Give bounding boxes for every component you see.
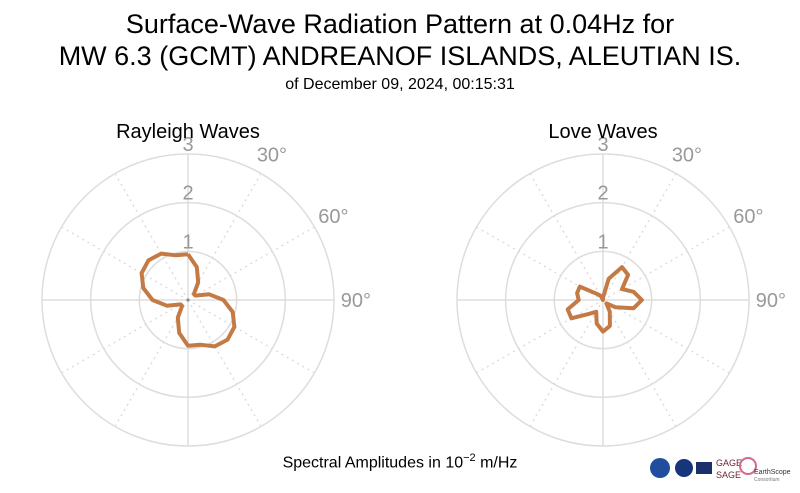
angular-tick-label: 60°: [733, 206, 763, 228]
angular-tick-label: 60°: [318, 206, 348, 228]
angular-tick-label: 30°: [672, 145, 702, 167]
radial-gridline: [41, 153, 335, 447]
angular-gridline: [187, 226, 315, 301]
nasa-logo-icon: [675, 459, 693, 477]
angular-tick-label: 90°: [341, 290, 371, 312]
units-prefix: Spectral Amplitudes in 10: [282, 454, 464, 472]
radial-tick-label: 2: [182, 183, 193, 205]
sponsor-logos: GAGE SAGE EarthScope Consortium: [650, 457, 791, 483]
radial-tick-label: 1: [597, 231, 608, 253]
earthscope-logo-text: EarthScope: [754, 469, 791, 476]
angular-gridline: [529, 299, 604, 427]
radial-gridline: [553, 250, 653, 350]
radial-gridline: [456, 153, 750, 447]
angular-tick-label: 30°: [257, 145, 287, 167]
angular-gridline: [61, 299, 189, 374]
sage-logo-text: SAGE: [716, 470, 741, 480]
gage-logo-text: GAGE: [716, 458, 742, 468]
usgs-logo-icon: [696, 462, 712, 474]
radial-tick-label: 3: [597, 134, 608, 156]
chart-subtitle: of December 09, 2024, 00:15:31: [285, 76, 515, 93]
subplot-title: Love Waves: [548, 121, 657, 143]
consortium-logo-text: Consortium: [754, 477, 780, 483]
nsf-logo-icon: [650, 458, 670, 478]
angular-gridline: [602, 299, 730, 374]
angular-tick-label: 90°: [756, 290, 786, 312]
radial-tick-label: 3: [182, 134, 193, 156]
chart-title-line1: Surface-Wave Radiation Pattern at 0.04Hz…: [125, 9, 675, 39]
angular-gridline: [61, 226, 189, 301]
angular-gridline: [114, 299, 189, 427]
angular-gridline: [602, 299, 677, 427]
angular-gridline: [187, 299, 315, 374]
amplitude-units-label: Spectral Amplitudes in 10−2 m/Hz: [0, 452, 800, 472]
radial-tick-label: 1: [182, 231, 193, 253]
units-exponent: −2: [463, 452, 476, 464]
angular-gridline: [602, 173, 677, 301]
angular-gridline: [114, 173, 189, 301]
center-point: [186, 298, 190, 302]
radiation-pattern-curve: [139, 251, 237, 349]
radiation-pattern-curve: [565, 265, 644, 334]
angular-gridline: [529, 173, 604, 301]
radial-gridline: [89, 201, 287, 399]
subplot-title: Rayleigh Waves: [116, 121, 260, 143]
angular-gridline: [187, 299, 262, 427]
angular-gridline: [187, 173, 262, 301]
radial-tick-label: 2: [597, 183, 608, 205]
angular-gridline: [476, 299, 604, 374]
radial-gridline: [138, 250, 238, 350]
units-suffix: m/Hz: [475, 454, 518, 472]
chart-title-line2: MW 6.3 (GCMT) ANDREANOF ISLANDS, ALEUTIA…: [58, 41, 742, 71]
radial-gridline: [504, 201, 702, 399]
earthscope-logo-icon: [739, 457, 757, 475]
